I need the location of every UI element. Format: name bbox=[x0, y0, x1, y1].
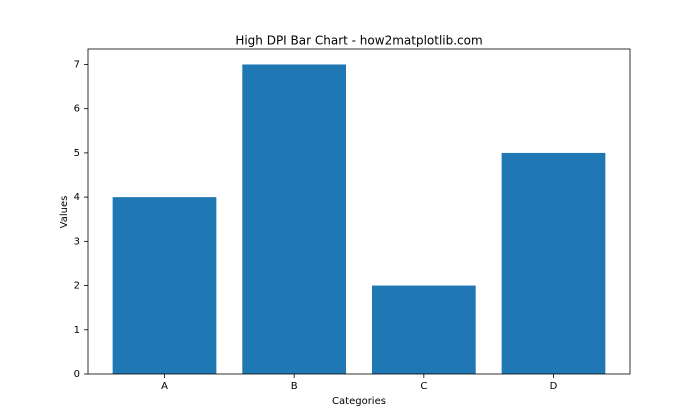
y-tick-label: 5 bbox=[74, 148, 80, 159]
chart-title: High DPI Bar Chart - how2matplotlib.com bbox=[235, 34, 482, 48]
plot-frame bbox=[87, 48, 631, 375]
y-axis-label: Values bbox=[59, 196, 70, 229]
bar bbox=[501, 152, 606, 374]
y-tick-label: 6 bbox=[74, 104, 80, 115]
y-tick-label: 1 bbox=[74, 325, 80, 336]
y-tick-label: 4 bbox=[74, 192, 80, 203]
bar bbox=[112, 197, 217, 374]
y-tick-label: 7 bbox=[74, 59, 80, 70]
x-tick-label: D bbox=[550, 381, 558, 392]
y-tick-label: 3 bbox=[74, 236, 80, 247]
x-axis-label: Categories bbox=[332, 396, 386, 407]
y-tick-label: 0 bbox=[74, 369, 80, 380]
bar bbox=[371, 285, 476, 374]
y-tick-label: 2 bbox=[74, 281, 80, 292]
x-tick-label: A bbox=[161, 381, 168, 392]
x-tick-label: C bbox=[420, 381, 427, 392]
bar bbox=[242, 64, 347, 374]
x-tick-label: B bbox=[291, 381, 298, 392]
